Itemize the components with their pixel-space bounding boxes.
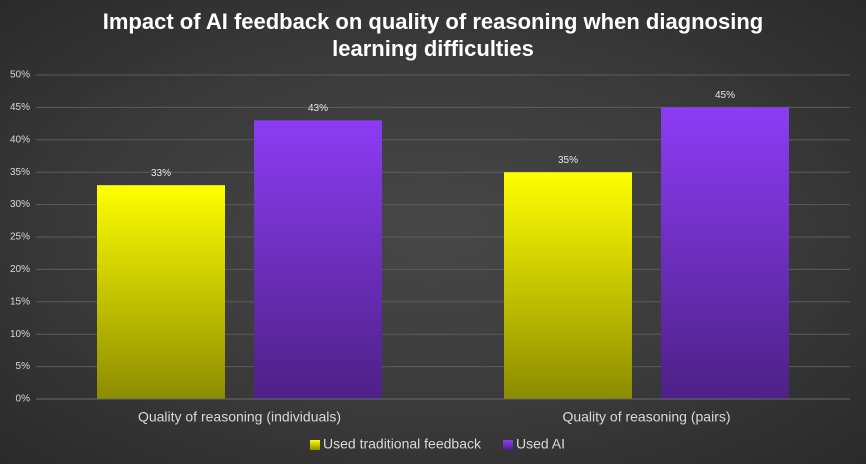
bar (97, 185, 225, 399)
y-tick-label: 40% (10, 134, 30, 145)
y-tick-label: 0% (16, 394, 31, 405)
legend-swatch (503, 440, 513, 450)
legend-swatch (310, 440, 320, 450)
data-label: 35% (558, 155, 578, 166)
bar (254, 120, 382, 400)
y-tick-label: 5% (16, 361, 31, 372)
y-tick-label: 45% (10, 102, 30, 113)
y-tick-label: 35% (10, 167, 30, 178)
x-tick-label: Quality of reasoning (individuals) (138, 409, 341, 425)
legend-label: Used traditional feedback (323, 436, 482, 452)
x-tick-label: Quality of reasoning (pairs) (562, 409, 730, 425)
y-tick-label: 10% (10, 329, 30, 340)
bar (661, 107, 789, 400)
bar (504, 172, 632, 399)
y-tick-label: 20% (10, 264, 30, 275)
legend-label: Used AI (516, 436, 565, 452)
y-tick-label: 25% (10, 232, 30, 243)
y-tick-label: 50% (10, 70, 30, 81)
y-tick-label: 15% (10, 296, 30, 307)
y-tick-label: 30% (10, 199, 30, 210)
data-label: 45% (715, 90, 735, 101)
data-label: 43% (308, 103, 328, 114)
data-label: 33% (151, 168, 171, 179)
chart-title: Impact of AI feedback on quality of reas… (102, 9, 764, 61)
